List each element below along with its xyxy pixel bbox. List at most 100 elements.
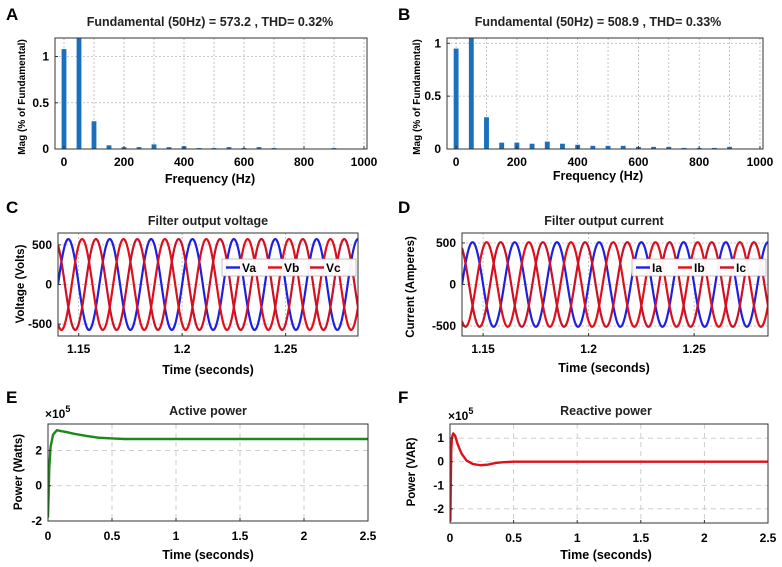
panel-c-title: Filter output voltage <box>148 214 268 228</box>
panel-b-bar-5 <box>529 143 535 149</box>
panel-f-series-q <box>450 432 768 522</box>
panel-a-bar-0 <box>61 49 67 149</box>
panel-f-xtick-label-1: 0.5 <box>505 531 522 545</box>
panel-c-legend-label-vc: Vc <box>326 261 341 275</box>
panel-b-xtick-label-5: 1000 <box>747 155 774 169</box>
panel-a-xtick-label-1: 200 <box>114 155 134 169</box>
panel-b-xtick-label-0: 0 <box>453 155 460 169</box>
panel-b-bar-10 <box>605 145 611 149</box>
panel-e-xlabel: Time (seconds) <box>162 548 253 562</box>
panel-b-bar-17 <box>711 147 717 149</box>
panel-f-ytick-label-1: -1 <box>433 478 444 492</box>
panel-b-ytick-label-2: 1 <box>434 36 441 50</box>
panel-b: B Fundamental (50Hz) = 508.9 , THD= 0.33… <box>398 5 774 183</box>
panel-b-xlabel: Frequency (Hz) <box>553 169 643 183</box>
panel-e-title: Active power <box>169 404 247 418</box>
panel-a-plot: 0 200 400 600 800 1000 0 0.5 1 <box>32 37 378 169</box>
panel-e-plot: 0 0.5 1 1.5 2 2.5-202 <box>31 423 377 543</box>
panel-a-xtick-label-4: 800 <box>294 155 314 169</box>
panel-f-xtick-label-5: 2.5 <box>760 531 777 545</box>
panel-b-title: Fundamental (50Hz) = 508.9 , THD= 0.33% <box>475 15 722 29</box>
panel-d-ytick-label-2: 500 <box>436 236 456 250</box>
panel-e-xtick-label-1: 0.5 <box>104 529 121 543</box>
panel-b-bar-13 <box>651 146 657 149</box>
panel-b-bar-4 <box>514 142 520 149</box>
panel-b-bar-11 <box>620 145 626 149</box>
panel-e-ylabel: Power (Watts) <box>13 434 25 510</box>
panel-b-bar-7 <box>560 143 565 149</box>
panel-f: F ×105 Reactive power Power (VAR) Time (… <box>398 388 777 562</box>
panel-a-bar-3 <box>106 145 112 149</box>
panel-c: C Filter output voltage Voltage (Volts) … <box>6 198 359 377</box>
panel-a-xtick-label-3: 600 <box>234 155 254 169</box>
panel-a-xtick-label-0: 0 <box>61 155 68 169</box>
panel-d-legend-label-ia: Ia <box>652 261 662 275</box>
panel-a-xtick-label-5: 1000 <box>351 155 378 169</box>
panel-f-title: Reactive power <box>560 404 652 418</box>
panel-d-xtick-label-0: 1.15 <box>471 342 495 356</box>
panel-c-xtick-label-1: 1.2 <box>174 342 191 356</box>
panel-label-b: B <box>398 5 410 24</box>
panel-c-legend-label-va: Va <box>242 261 256 275</box>
panel-a-xtick-label-2: 400 <box>174 155 194 169</box>
panel-a-bar-1 <box>76 38 82 149</box>
panel-a-title: Fundamental (50Hz) = 573.2 , THD= 0.32% <box>87 15 334 29</box>
panel-b-plot: 0 200 400 600 800 1000 0 0.5 1 <box>424 36 773 169</box>
panel-f-multiplier-base: ×10 <box>448 409 469 423</box>
panel-label-d: D <box>398 198 410 217</box>
panel-e-xtick-label-4: 2 <box>301 529 308 543</box>
panel-a-ylabel: Mag (% of Fundamental) <box>17 39 28 155</box>
panel-d-series-ib <box>462 241 768 328</box>
panel-b-bar-1 <box>468 38 474 149</box>
panel-d-series-ic <box>462 241 768 328</box>
panel-c-ytick-label-0: -500 <box>28 317 52 331</box>
panel-d-xtick-label-1: 1.2 <box>580 342 597 356</box>
panel-b-axes-frame <box>446 37 764 150</box>
panel-c-ylabel: Voltage (Volts) <box>15 244 27 323</box>
panel-a-bar-2 <box>91 121 97 149</box>
panel-c-xtick-label-2: 1.25 <box>274 342 298 356</box>
panel-e: E ×105 Active power Power (Watts) Time (… <box>6 388 377 562</box>
panel-f-multiplier-exponent: 5 <box>468 406 473 416</box>
panel-d-legend <box>631 258 767 277</box>
panel-f-ytick-label-2: 0 <box>437 455 444 469</box>
panel-f-ytick-label-3: 1 <box>437 431 444 445</box>
panel-d-ytick-label-1: 0 <box>449 278 456 292</box>
panel-b-xtick-label-3: 600 <box>628 155 648 169</box>
panel-label-c: C <box>6 198 18 217</box>
panel-e-multiplier-exponent: 5 <box>65 404 70 414</box>
panel-f-xtick-label-2: 1 <box>574 531 581 545</box>
panel-d-xtick-label-2: 1.25 <box>682 342 706 356</box>
panel-d-ylabel: Current (Amperes) <box>405 236 417 338</box>
panel-c-series-vb <box>58 237 358 332</box>
panel-d-legend-label-ic: Ic <box>736 261 746 275</box>
panel-c-plot: 1.15 1.2 1.25 -500 0 500 Va Vb Vc <box>28 232 359 356</box>
panel-f-xtick-label-0: 0 <box>447 531 454 545</box>
panel-label-a: A <box>6 5 18 24</box>
panel-d-title: Filter output current <box>544 214 664 228</box>
panel-label-e: E <box>6 388 17 407</box>
panel-d-legend-label-ib: Ib <box>694 261 705 275</box>
panel-b-xtick-label-4: 800 <box>689 155 709 169</box>
panel-e-multiplier-base: ×10 <box>45 407 66 421</box>
panel-f-ylabel: Power (VAR) <box>406 437 418 506</box>
panel-f-xtick-label-3: 1.5 <box>632 531 649 545</box>
panel-d-xlabel: Time (seconds) <box>558 361 649 375</box>
panel-e-xtick-label-3: 1.5 <box>232 529 249 543</box>
panel-c-xlabel: Time (seconds) <box>162 363 253 377</box>
panel-f-axes-frame <box>449 423 769 524</box>
panel-e-ytick-label-2: 2 <box>35 443 42 457</box>
panel-e-xtick-label-0: 0 <box>45 529 52 543</box>
panel-b-bar-15 <box>681 147 687 149</box>
panel-c-ytick-label-2: 500 <box>32 238 52 252</box>
panel-f-ytick-label-0: -2 <box>433 502 444 516</box>
panel-a-bar-11 <box>226 147 232 149</box>
panel-a: A Fundamental (50Hz) = 573.2 , THD= 0.32… <box>6 5 378 186</box>
panel-b-bar-6 <box>544 141 550 149</box>
panel-a-bar-7 <box>166 147 172 149</box>
panel-b-bar-18 <box>727 146 733 149</box>
panel-f-multiplier: ×105 <box>448 406 473 423</box>
panel-e-series-p <box>48 428 368 518</box>
panel-b-bar-9 <box>590 145 596 149</box>
